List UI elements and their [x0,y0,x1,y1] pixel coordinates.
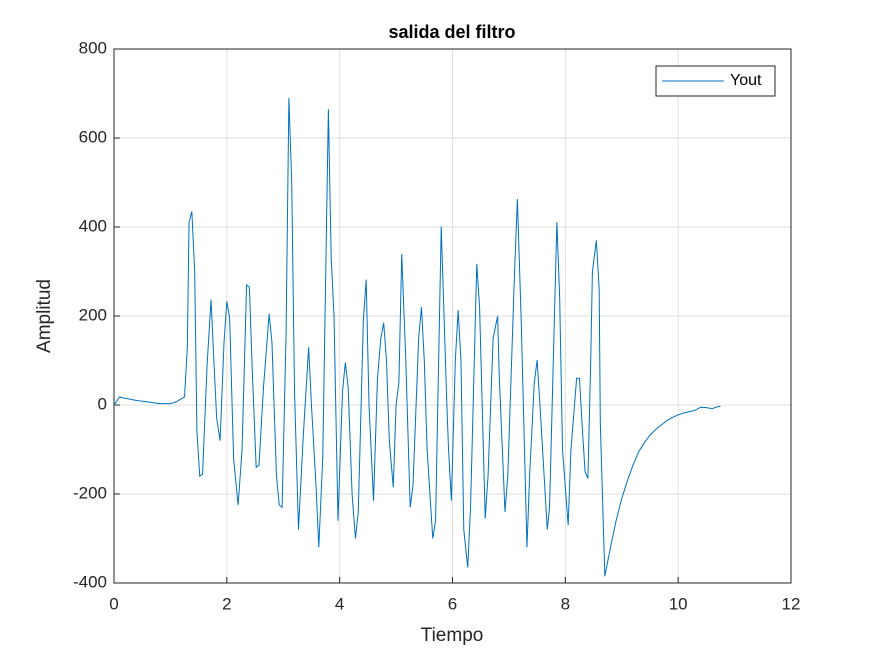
y-tick-label: 400 [79,216,107,235]
x-tick-label: 6 [448,594,457,613]
x-tick-label: 12 [782,594,801,613]
y-tick-label: 200 [79,305,107,324]
x-axis-label: Tiempo [421,625,484,646]
x-tick-label: 8 [561,594,570,613]
x-tick-label: 10 [669,594,688,613]
y-tick-label: -400 [73,572,107,591]
y-tick-label: 0 [98,394,107,413]
y-tick-label: 800 [79,38,107,57]
plot-frame [113,48,792,584]
data-line [113,97,721,577]
legend-label: Yout [730,72,762,89]
chart-title: salida del filtro [388,22,515,42]
y-tick-label: 600 [79,127,107,146]
y-axis-label: Amplitud [34,279,55,353]
x-tick-label: 4 [335,594,344,613]
y-tick-label: -200 [73,483,107,502]
x-tick-label: 2 [222,594,231,613]
x-tick-label: 0 [109,594,118,613]
